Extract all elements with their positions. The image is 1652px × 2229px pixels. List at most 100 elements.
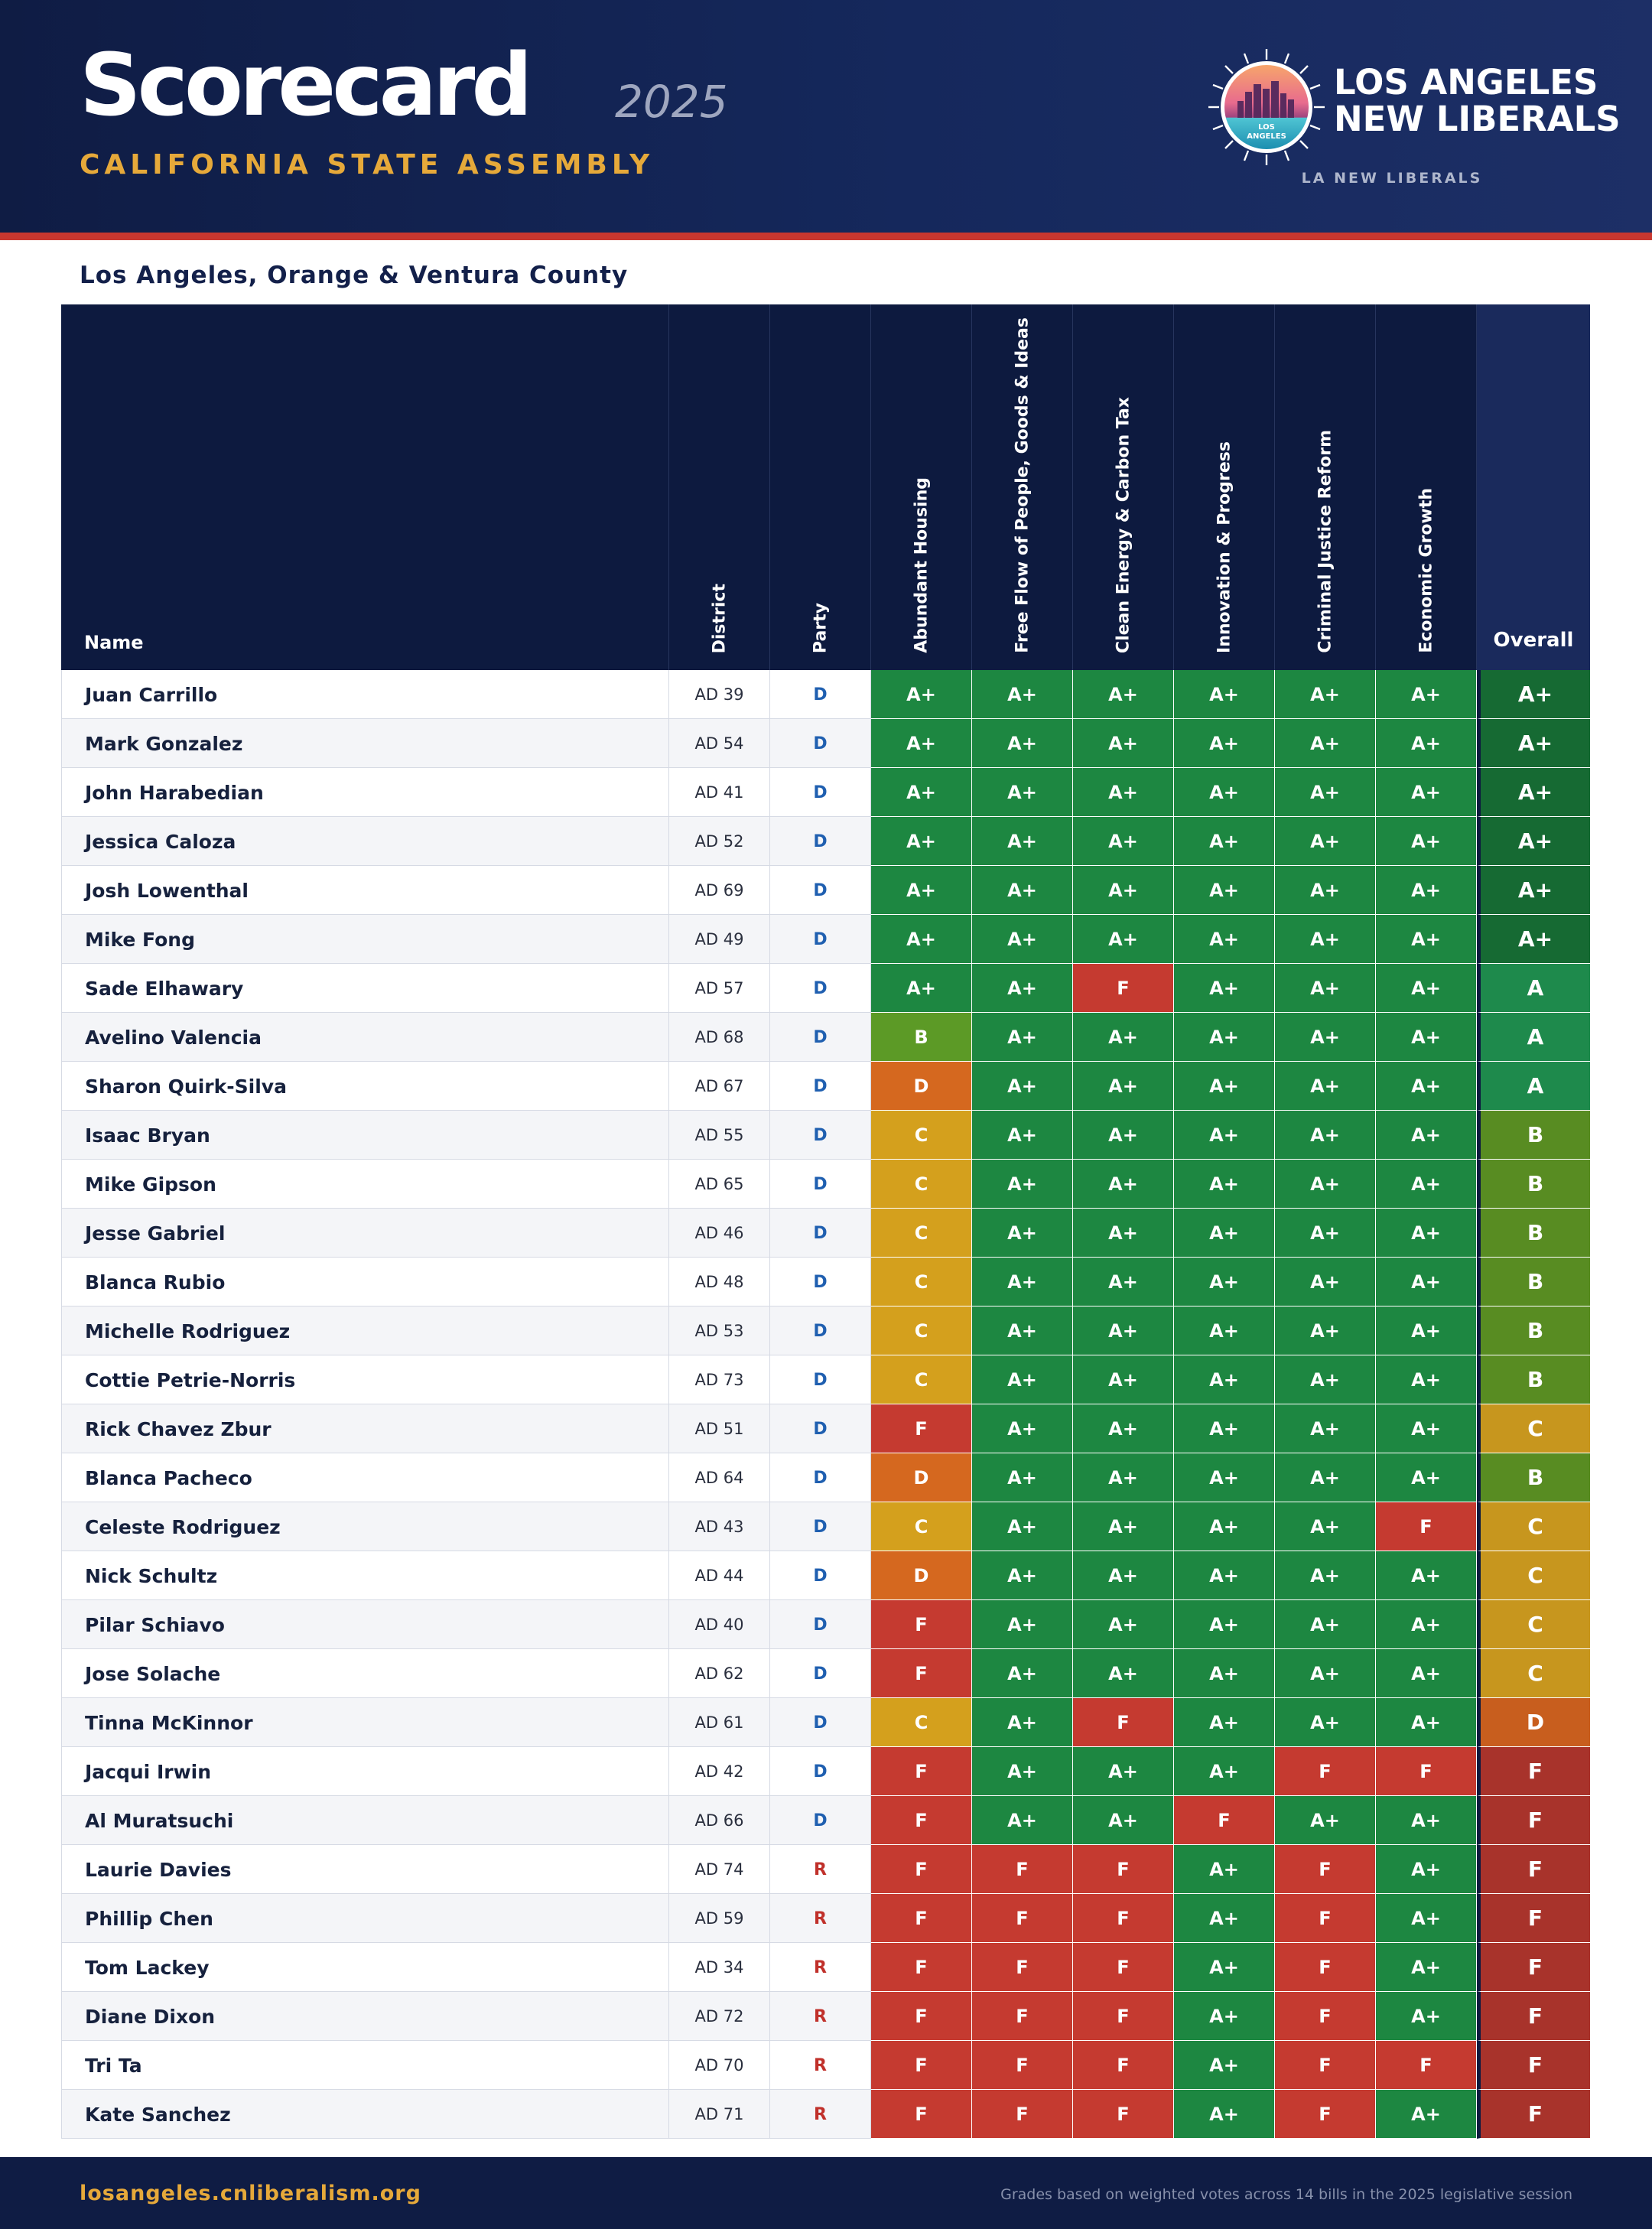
district-cell: AD 59 [669,1894,770,1943]
legislator-name: Josh Lowenthal [61,866,669,915]
column-header-abundant-housing: Abundant Housing [871,304,972,670]
table-row: Tri Ta AD 70 R F F F A+ F F F [61,2041,1590,2090]
district-cell: AD 62 [669,1649,770,1698]
grade-cell: A+ [1275,1796,1376,1845]
party-cell: D [770,1258,871,1306]
overall-grade-cell: B [1477,1355,1590,1404]
column-header-district: District [669,304,770,670]
column-header-name: Name [61,304,669,670]
overall-grade-cell: B [1477,1453,1590,1502]
table-row: Michelle Rodriguez AD 53 D C A+ A+ A+ A+ A+ B [61,1306,1590,1355]
organization-name-line2: NEW LIBERALS [1334,99,1621,140]
grade-cell: D [871,1062,972,1111]
column-header-category-label: Free Flow of People, Goods & Ideas [1013,317,1032,653]
grade-cell: A+ [1376,1600,1477,1649]
grade-cell: F [972,2041,1073,2090]
grade-cell: A+ [1174,1502,1275,1551]
grade-cell: A+ [972,1355,1073,1404]
grade-cell: A+ [1174,670,1275,719]
legislator-name: Tom Lackey [61,1943,669,1992]
grade-cell: A+ [1174,1258,1275,1306]
column-header-party: Party [770,304,871,670]
table-row: Laurie Davies AD 74 R F F F A+ F A+ F [61,1845,1590,1894]
grade-cell: A+ [1174,768,1275,817]
grade-cell: A+ [1174,1062,1275,1111]
grade-cell: F [1376,1502,1477,1551]
grade-cell: A+ [1275,719,1376,768]
column-header-criminal-justice: Criminal Justice Reform [1275,304,1376,670]
grade-cell: A+ [1376,1355,1477,1404]
legislator-name: Mike Gipson [61,1160,669,1209]
grade-cell: A+ [1275,1258,1376,1306]
party-cell: R [770,2041,871,2090]
grade-cell: B [871,1013,972,1062]
grade-cell: A+ [1174,1943,1275,1992]
grade-cell: A+ [1275,1013,1376,1062]
grade-cell: A+ [972,1551,1073,1600]
grade-cell: F [1275,1845,1376,1894]
district-cell: AD 61 [669,1698,770,1747]
party-cell: D [770,1649,871,1698]
grade-cell: A+ [1376,768,1477,817]
grade-cell: A+ [1275,1404,1376,1453]
grade-cell: A+ [972,1013,1073,1062]
party-cell: D [770,1209,871,1258]
grade-cell: A+ [1376,817,1477,866]
legislator-name: Avelino Valencia [61,1013,669,1062]
grade-cell: A+ [1376,1013,1477,1062]
grade-cell: A+ [1376,866,1477,915]
grade-cell: F [871,1404,972,1453]
footer-website-link[interactable]: losangeles.cnliberalism.org [80,2182,421,2205]
grade-cell: A+ [1275,1062,1376,1111]
overall-grade-cell: B [1477,1111,1590,1160]
party-cell: D [770,1453,871,1502]
district-cell: AD 53 [669,1306,770,1355]
overall-grade-cell: A+ [1477,866,1590,915]
grade-cell: A+ [1275,670,1376,719]
grade-cell: A+ [1376,1796,1477,1845]
grade-cell: A+ [1073,1649,1174,1698]
overall-grade-cell: A+ [1477,719,1590,768]
grade-cell: A+ [1073,1404,1174,1453]
grade-cell: A+ [972,1747,1073,1796]
district-cell: AD 72 [669,1992,770,2041]
district-cell: AD 46 [669,1209,770,1258]
grade-cell: A+ [1376,670,1477,719]
grade-cell: A+ [1174,1160,1275,1209]
legislator-name: Rick Chavez Zbur [61,1404,669,1453]
party-cell: D [770,1404,871,1453]
overall-grade-cell: A [1477,964,1590,1013]
grade-cell: F [1275,2041,1376,2090]
grade-cell: A+ [1174,1209,1275,1258]
region-title: Los Angeles, Orange & Ventura County [80,262,629,289]
column-header-innovation: Innovation & Progress [1174,304,1275,670]
legislator-name: Diane Dixon [61,1992,669,2041]
district-cell: AD 34 [669,1943,770,1992]
grade-cell: F [1073,964,1174,1013]
table-row: Sharon Quirk-Silva AD 67 D D A+ A+ A+ A+ A+ A [61,1062,1590,1111]
scorecard-table: Name District Party Abundant Housing Fre… [61,304,1590,2139]
grade-cell: A+ [972,1453,1073,1502]
grade-cell: A+ [1073,719,1174,768]
district-cell: AD 43 [669,1502,770,1551]
table-row: Al Muratsuchi AD 66 D F A+ A+ F A+ A+ F [61,1796,1590,1845]
column-header-economic-growth: Economic Growth [1376,304,1477,670]
party-cell: D [770,1355,871,1404]
column-header-category-label: Clean Energy & Carbon Tax [1114,396,1133,653]
grade-cell: A+ [1275,1306,1376,1355]
grade-cell: A+ [871,964,972,1013]
table-row: Jose Solache AD 62 D F A+ A+ A+ A+ A+ C [61,1649,1590,1698]
grade-cell: A+ [972,1306,1073,1355]
column-header-free-flow: Free Flow of People, Goods & Ideas [972,304,1073,670]
grade-cell: A+ [871,817,972,866]
organization-name-line1: LOS ANGELES [1334,62,1598,103]
grade-cell: F [1073,1992,1174,2041]
district-cell: AD 41 [669,768,770,817]
grade-cell: A+ [972,1698,1073,1747]
grade-cell: A+ [972,915,1073,964]
grade-cell: A+ [972,1649,1073,1698]
grade-cell: A+ [1376,1258,1477,1306]
la-skyline-logo-icon: LOS ANGELES [1208,49,1325,165]
column-header-clean-energy: Clean Energy & Carbon Tax [1073,304,1174,670]
grade-cell: C [871,1111,972,1160]
